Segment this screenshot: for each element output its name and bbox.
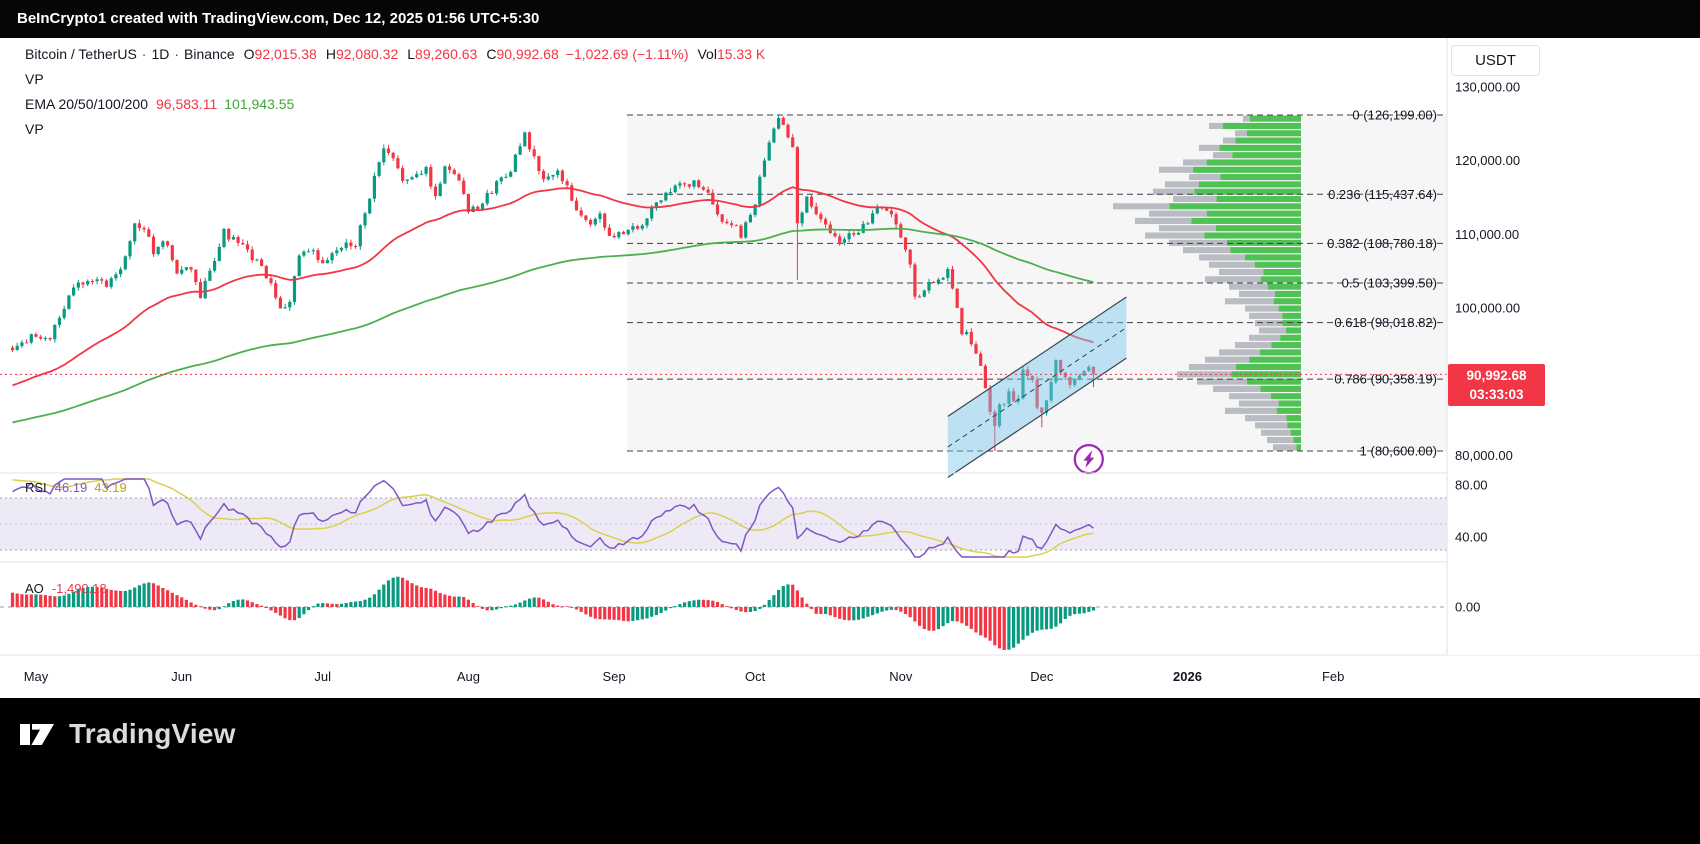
close-label: C (486, 46, 497, 62)
attribution-text: BeInCrypto1 created with TradingView.com… (17, 10, 540, 27)
svg-text:110,000.00: 110,000.00 (1455, 227, 1519, 242)
svg-text:May: May (24, 669, 49, 684)
footer-bar: TradingView (0, 698, 1700, 844)
low-value: 89,260.63 (415, 46, 478, 62)
ao-value: -1,490.18 (51, 581, 107, 596)
symbol-title[interactable]: Bitcoin / TetherUS (25, 46, 137, 62)
chart-region: 0 (126,199.00) 0.236 (115,437.64) 0.382 (1… (0, 38, 1700, 698)
pane-dividers (0, 472, 1700, 656)
vp-indicator-label[interactable]: VP (25, 71, 44, 87)
svg-text:Sep: Sep (603, 669, 626, 684)
svg-text:0.236 (115,437.64): 0.236 (115,437.64) (1328, 187, 1437, 202)
high-value: 92,080.32 (335, 46, 399, 62)
vp-indicator-row: VP (25, 67, 765, 92)
low-label: L (407, 46, 416, 62)
svg-text:0.00: 0.00 (1455, 600, 1480, 615)
volume-value: 15.33 K (716, 46, 766, 62)
svg-text:100,000.00: 100,000.00 (1455, 301, 1520, 316)
svg-text:0.786 (90,358.19): 0.786 (90,358.19) (1334, 372, 1437, 387)
svg-text:0.618 (98,018.82): 0.618 (98,018.82) (1334, 315, 1437, 330)
svg-text:Feb: Feb (1322, 669, 1344, 684)
tradingview-logo-icon (20, 723, 54, 745)
tradingview-logo[interactable]: TradingView (18, 718, 236, 750)
svg-text:Nov: Nov (889, 669, 913, 684)
svg-text:130,000.00: 130,000.00 (1455, 79, 1520, 94)
parallel-channel[interactable] (947, 296, 1127, 479)
svg-text:0.382 (108,780.18): 0.382 (108,780.18) (1327, 236, 1437, 251)
svg-text:Oct: Oct (745, 669, 766, 684)
price-axis[interactable]: 130,000.00 120,000.00 110,000.00 100,000.00… (1446, 38, 1700, 655)
symbol-legend-row: Bitcoin / TetherUS · 1D · Binance O92,015.38 H… (25, 42, 765, 67)
svg-text:1 (80,600.00): 1 (80,600.00) (1360, 444, 1437, 459)
svg-text:0 (126,199.00): 0 (126,199.00) (1352, 108, 1437, 123)
ema-fast-value: 96,583.11 (156, 96, 218, 112)
ema-slow-value: 101,943.55 (224, 96, 295, 112)
ema-lines (12, 186, 1094, 424)
current-price-value: 90,992.68 (1466, 368, 1527, 383)
close-value: 90,992.68 (496, 46, 559, 62)
price-chart-canvas[interactable]: 0 (126,199.00) 0.236 (115,437.64) 0.382 (1… (0, 38, 1700, 698)
svg-text:2026: 2026 (1173, 669, 1202, 684)
open-value: 92,015.38 (254, 46, 317, 62)
dot-separator: · (174, 46, 180, 62)
svg-text:40.00: 40.00 (1455, 530, 1488, 545)
dot-separator: · (141, 46, 147, 62)
vp-indicator-label-2[interactable]: VP (25, 121, 44, 137)
ema-indicator-row: EMA 20/50/100/200 96,583.11 101,943.55 (25, 92, 765, 117)
tradingview-wordmark: TradingView (69, 718, 236, 749)
bar-countdown: 03:33:03 (1469, 387, 1524, 402)
ao-histogram (10, 576, 1096, 650)
open-label: O (243, 46, 255, 62)
rsi-ma-value: 43.19 (94, 480, 127, 495)
fib-retracement[interactable]: 0 (126,199.00) 0.236 (115,437.64) 0.382 (1… (627, 108, 1447, 459)
change-value: −1,022.69 (−1.11%) (565, 46, 689, 62)
svg-text:80,000.00: 80,000.00 (1455, 448, 1513, 463)
high-label: H (325, 46, 336, 62)
svg-text:0.5 (103,399.50): 0.5 (103,399.50) (1342, 276, 1437, 291)
volume-label: Vol (697, 46, 717, 62)
exchange-label: Binance (184, 46, 235, 62)
svg-text:Dec: Dec (1030, 669, 1054, 684)
svg-text:Jul: Jul (314, 669, 331, 684)
ao-legend-row: AO -1,490.18 (25, 581, 107, 596)
ao-indicator-label[interactable]: AO (25, 581, 44, 596)
chart-legend: Bitcoin / TetherUS · 1D · Binance O92,015.38 H… (25, 42, 765, 142)
lightning-marker[interactable] (1073, 444, 1104, 475)
attribution-bar: BeInCrypto1 created with TradingView.com… (0, 0, 1700, 38)
interval-label[interactable]: 1D (151, 46, 170, 62)
ema-indicator-label[interactable]: EMA 20/50/100/200 (25, 96, 148, 112)
rsi-indicator-label[interactable]: RSI (25, 480, 47, 495)
candlestick-series[interactable] (10, 115, 1096, 452)
svg-text:80.00: 80.00 (1455, 478, 1488, 493)
current-price-badge: 90,992.68 03:33:03 (1448, 364, 1545, 406)
currency-toggle-button[interactable]: USDT (1451, 45, 1540, 76)
vp-indicator-row-2: VP (25, 117, 765, 142)
volume-profile (1113, 115, 1301, 451)
rsi-legend-row: RSI 46.19 43.19 (25, 480, 127, 495)
time-axis[interactable]: May Jun Jul Aug Sep Oct Nov Dec 2026 Feb (24, 669, 1345, 684)
svg-text:Jun: Jun (171, 669, 192, 684)
svg-text:120,000.00: 120,000.00 (1455, 153, 1520, 168)
rsi-value: 46.19 (54, 480, 88, 495)
rsi-plot (12, 478, 1094, 558)
svg-text:Aug: Aug (457, 669, 480, 684)
